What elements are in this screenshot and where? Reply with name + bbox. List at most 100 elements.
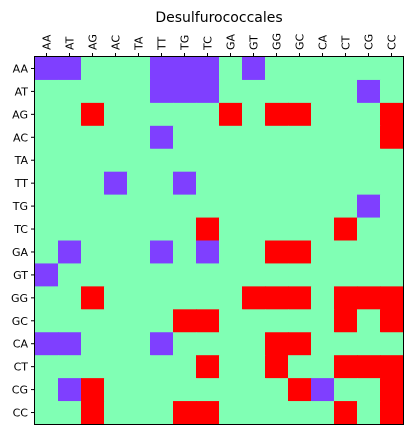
- heatmap-cell-AC-CG: [357, 125, 381, 150]
- heatmap-cell-AG-TC: [196, 102, 220, 127]
- heatmap-cell-AG-GC: [288, 102, 312, 127]
- heatmap-cell-GT-GG: [265, 263, 289, 287]
- heatmap-cell-AG-TG: [173, 102, 197, 127]
- heatmap-cell-AG-GT: [242, 102, 266, 127]
- heatmap-cell-CG-TA: [127, 378, 151, 402]
- heatmap-cell-TA-TT: [150, 148, 174, 173]
- heatmap-cell-TT-GC: [288, 171, 312, 196]
- heatmap-cell-CT-GA: [219, 355, 243, 379]
- heatmap-cell-TA-AC: [104, 148, 128, 173]
- heatmap-cell-GT-CT: [334, 263, 358, 287]
- heatmap-cell-CC-GA: [219, 401, 243, 425]
- heatmap-cell-GG-TC: [196, 286, 220, 310]
- heatmap-cell-GA-TA: [127, 240, 151, 265]
- heatmap-cell-GG-CA: [311, 286, 335, 310]
- heatmap-cell-CT-TG: [173, 355, 197, 379]
- chart-title: Desulfurococcales: [155, 10, 282, 26]
- heatmap-cell-TG-TG: [173, 194, 197, 219]
- heatmap-cell-GC-AG: [81, 309, 105, 333]
- heatmap-cell-TA-TA: [127, 148, 151, 173]
- x-tick-label: AC: [110, 35, 123, 50]
- heatmap-cell-AA-TC: [196, 57, 220, 81]
- heatmap-cell-TG-GC: [288, 194, 312, 219]
- heatmap-cell-TT-GA: [219, 171, 243, 196]
- heatmap-cell-AA-CT: [334, 57, 358, 81]
- heatmap-cell-CT-CT: [334, 355, 358, 379]
- heatmap-cell-CG-TT: [150, 378, 174, 402]
- heatmap-cell-GA-TG: [173, 240, 197, 265]
- heatmap-cell-TT-AT: [58, 171, 82, 196]
- heatmap-cell-TC-CC: [380, 217, 404, 242]
- heatmap-cell-AT-AG: [81, 79, 105, 104]
- heatmap-cell-TG-CT: [334, 194, 358, 219]
- heatmap-cell-AT-AT: [58, 79, 82, 104]
- x-tick-label: CG: [363, 34, 376, 50]
- heatmap-cell-CT-AC: [104, 355, 128, 379]
- heatmap-cell-CA-GA: [219, 332, 243, 356]
- heatmap-cell-CC-TT: [150, 401, 174, 425]
- heatmap-cell-CA-GC: [288, 332, 312, 356]
- y-tick-label: TC: [13, 223, 28, 236]
- heatmap-cell-TT-AC: [104, 171, 128, 196]
- heatmap-cell-CG-CT: [334, 378, 358, 402]
- heatmap-cell-CC-AC: [104, 401, 128, 425]
- y-tick-label: AG: [12, 108, 28, 121]
- heatmap-cell-GC-GG: [265, 309, 289, 333]
- heatmap-cell-AG-CA: [311, 102, 335, 127]
- y-tick-label: CC: [13, 407, 29, 420]
- heatmap-cell-GA-AG: [81, 240, 105, 265]
- x-tick-label: TC: [202, 36, 215, 51]
- heatmap-cell-AG-CT: [334, 102, 358, 127]
- heatmap-cell-GG-GT: [242, 286, 266, 310]
- heatmap-cell-AG-TT: [150, 102, 174, 127]
- y-tick-label: TT: [14, 177, 29, 190]
- heatmap-cell-GG-GA: [219, 286, 243, 310]
- heatmap-cell-CG-AT: [58, 378, 82, 402]
- heatmap-cell-AC-CC: [380, 125, 404, 150]
- heatmap-cell-TG-AT: [58, 194, 82, 219]
- heatmap-cell-CG-GC: [288, 378, 312, 402]
- x-tick-label: CC: [386, 34, 399, 50]
- heatmap-cell-TA-GC: [288, 148, 312, 173]
- heatmap-cell-AC-AT: [58, 125, 82, 150]
- heatmap-cell-AA-GT: [242, 57, 266, 81]
- heatmap-cell-TT-CC: [380, 171, 404, 196]
- heatmap-cell-AT-TT: [150, 79, 174, 104]
- heatmap-cell-CA-CC: [380, 332, 404, 356]
- heatmap-cell-CC-CT: [334, 401, 358, 425]
- heatmap-cell-GC-TG: [173, 309, 197, 333]
- heatmap-cell-TC-AC: [104, 217, 128, 242]
- heatmap-cell-CA-AT: [58, 332, 82, 356]
- heatmap-cell-TT-GG: [265, 171, 289, 196]
- heatmap-cell-AA-AC: [104, 57, 128, 81]
- heatmap-cell-AC-AA: [35, 125, 59, 150]
- heatmap-cell-TT-TT: [150, 171, 174, 196]
- heatmap-cell-TC-AG: [81, 217, 105, 242]
- heatmap-cell-CT-AT: [58, 355, 82, 379]
- heatmap-cell-TA-TG: [173, 148, 197, 173]
- heatmap-cell-GC-CT: [334, 309, 358, 333]
- heatmap-cell-AT-CG: [357, 79, 381, 104]
- x-tick-label: TA: [133, 36, 146, 51]
- y-tick-label: TG: [12, 200, 28, 213]
- heatmap-cell-AC-TA: [127, 125, 151, 150]
- heatmap-cell-TA-CT: [334, 148, 358, 173]
- heatmap-cell-TA-AG: [81, 148, 105, 173]
- heatmap-cell-TA-CA: [311, 148, 335, 173]
- heatmap-cell-GT-AC: [104, 263, 128, 287]
- heatmap-cell-TG-CC: [380, 194, 404, 219]
- y-tick-label: GG: [11, 292, 28, 305]
- heatmap-cell-CC-GG: [265, 401, 289, 425]
- heatmap-cell-CC-TA: [127, 401, 151, 425]
- heatmap-cell-GG-AG: [81, 286, 105, 310]
- heatmap-cell-AC-GA: [219, 125, 243, 150]
- heatmap-cell-GC-AC: [104, 309, 128, 333]
- heatmap-cell-TT-AA: [35, 171, 59, 196]
- heatmap-cell-AT-GT: [242, 79, 266, 104]
- heatmap-cell-GG-CG: [357, 286, 381, 310]
- heatmap-cell-CC-CG: [357, 401, 381, 425]
- heatmap-cell-TG-GA: [219, 194, 243, 219]
- heatmap-cell-TC-TT: [150, 217, 174, 242]
- heatmap-cell-AC-AG: [81, 125, 105, 150]
- heatmap-cell-GC-CC: [380, 309, 404, 333]
